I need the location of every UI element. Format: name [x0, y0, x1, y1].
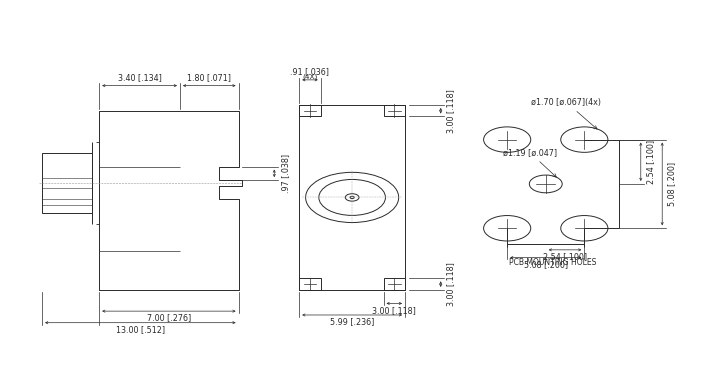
Text: PCB MOUNTING HOLES: PCB MOUNTING HOLES — [509, 258, 597, 267]
Text: 5.08 [.200]: 5.08 [.200] — [523, 260, 568, 269]
Bar — [300, 278, 320, 290]
Bar — [42, 153, 92, 213]
Text: 7.00 [.276]: 7.00 [.276] — [147, 314, 191, 323]
Bar — [300, 105, 320, 117]
Text: 1.80 [.071]: 1.80 [.071] — [187, 73, 231, 82]
Bar — [384, 278, 405, 290]
Text: .91 [.036]: .91 [.036] — [290, 67, 330, 76]
Text: 5.08 [.200]: 5.08 [.200] — [667, 162, 676, 206]
Bar — [300, 105, 405, 290]
Text: 3.40 [.134]: 3.40 [.134] — [117, 73, 161, 82]
Text: ø1.70 [ø.067](4x): ø1.70 [ø.067](4x) — [531, 98, 601, 129]
Text: 3.00 [.118]: 3.00 [.118] — [446, 262, 456, 306]
Text: 5.99 [.236]: 5.99 [.236] — [330, 317, 374, 326]
Text: 3.00 [.118]: 3.00 [.118] — [372, 306, 416, 315]
Text: ø1.19 [ø.047]: ø1.19 [ø.047] — [503, 148, 557, 177]
Text: (4X): (4X) — [302, 74, 318, 80]
Text: 2.54 [.100]: 2.54 [.100] — [543, 252, 587, 261]
Text: 13.00 [.512]: 13.00 [.512] — [116, 325, 165, 334]
Text: 3.00 [.118]: 3.00 [.118] — [446, 89, 456, 133]
Bar — [384, 105, 405, 117]
Text: .97 [.038]: .97 [.038] — [282, 154, 290, 193]
Text: 2.54 [.100]: 2.54 [.100] — [646, 140, 654, 184]
